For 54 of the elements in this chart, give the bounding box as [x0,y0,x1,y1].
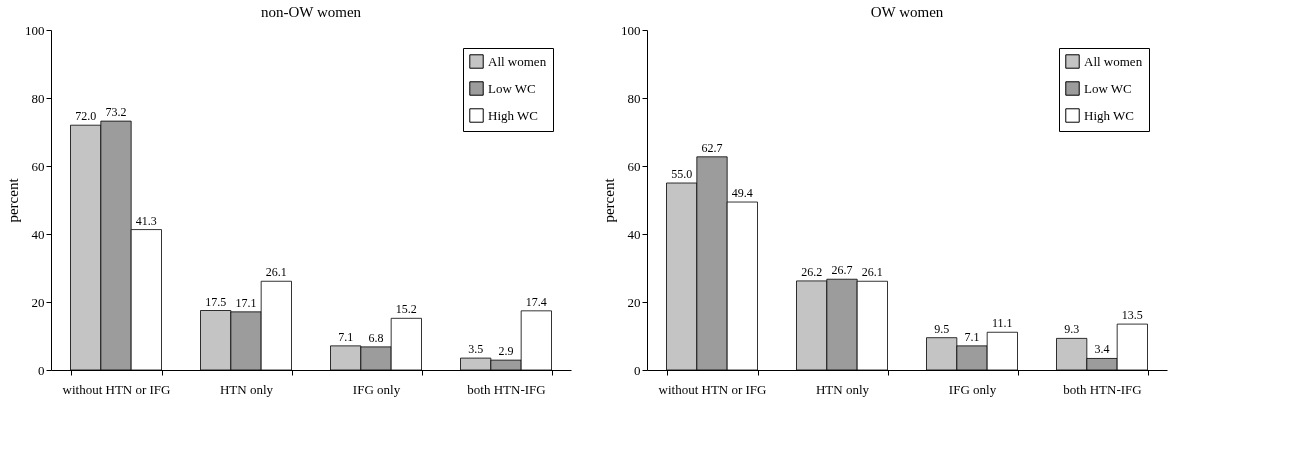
data-label: 9.3 [1064,322,1080,337]
x-tick-label: both HTN-IFG [467,381,546,397]
data-label: 26.2 [801,264,823,279]
y-tick-label: 80 [31,90,45,106]
data-label: 26.7 [831,263,853,278]
y-axis-title: percent [601,177,617,223]
data-label: 13.5 [1121,308,1143,323]
data-label: 26.1 [861,265,883,280]
legend-label: High WC [1084,107,1134,123]
legend-label: All women [1084,53,1143,69]
x-tick-label: without HTN or IFG [658,381,767,397]
data-label: 3.4 [1094,342,1110,357]
x-tick-label: HTN only [219,381,274,397]
y-tick-label: 60 [31,158,45,174]
data-label: 49.4 [731,186,753,201]
data-label: 15.2 [395,302,417,317]
data-label: 7.1 [964,329,980,344]
data-label: 7.1 [338,329,354,344]
y-tick-label: 20 [31,294,45,310]
legend-label: Low WC [1084,80,1132,96]
data-label: 2.9 [498,344,514,359]
x-tick-label: HTN only [815,381,870,397]
data-label: 41.3 [135,213,157,228]
data-label: 26.1 [265,265,287,280]
data-label: 17.4 [525,294,547,309]
y-tick-label: 0 [38,362,45,378]
legend-label: Low WC [488,80,536,96]
y-tick-label: 80 [627,90,641,106]
y-tick-label: 100 [25,22,45,38]
y-tick-label: 40 [627,226,641,242]
x-tick-label: IFG only [352,381,401,397]
y-tick-label: 60 [627,158,641,174]
legend-label: High WC [488,107,538,123]
legend-label: All women [488,53,547,69]
y-tick-label: 0 [634,362,641,378]
x-tick-label: both HTN-IFG [1063,381,1142,397]
data-label: 55.0 [671,167,693,181]
x-tick-label: IFG only [948,381,997,397]
x-tick-label: without HTN or IFG [62,381,171,397]
data-label: 3.5 [468,342,484,357]
data-label: 9.5 [934,321,950,336]
data-label: 6.8 [368,330,384,345]
y-tick-label: 20 [627,294,641,310]
data-label: 72.0 [75,109,97,124]
data-label: 17.5 [205,294,227,309]
y-tick-label: 40 [31,226,45,242]
y-tick-label: 100 [621,22,641,38]
chart-title: non-OW women [260,4,362,20]
data-label: 73.2 [105,105,127,120]
chart-title: OW women [870,4,944,20]
data-label: 17.1 [235,295,257,310]
data-label: 62.7 [701,140,723,155]
y-axis-title: percent [5,177,21,223]
data-label: 11.1 [992,316,1013,331]
